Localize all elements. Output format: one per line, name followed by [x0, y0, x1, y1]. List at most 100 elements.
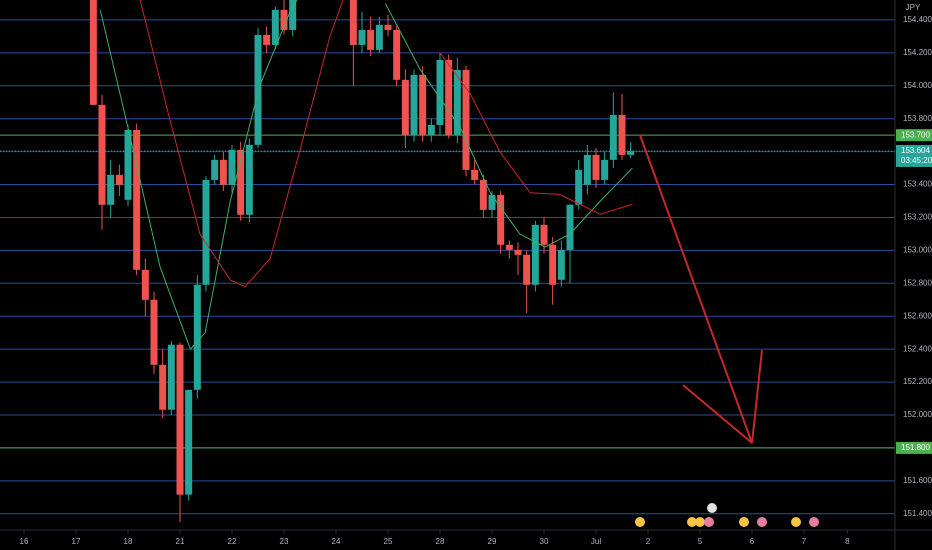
- candle-body: [159, 364, 167, 410]
- candle-body: [531, 224, 539, 285]
- candle-body: [618, 114, 626, 155]
- last-price-label: 153.604: [901, 146, 930, 155]
- candle-body: [107, 174, 115, 205]
- moving-average-line: [139, 0, 633, 288]
- candle-body: [627, 150, 635, 155]
- x-tick-label: 25: [384, 537, 393, 546]
- plot-area: [0, 0, 895, 522]
- candle-body: [228, 149, 236, 185]
- y-tick-label: 152.400: [903, 344, 932, 353]
- y-tick-label: 154.200: [903, 48, 932, 57]
- candle-body: [557, 249, 565, 280]
- x-tick-label: Jul: [591, 537, 601, 546]
- x-tick-label: 6: [750, 537, 755, 546]
- candle-body: [609, 114, 617, 160]
- candle-body: [245, 144, 253, 215]
- level-tag: [896, 441, 932, 454]
- candle-body: [150, 299, 158, 365]
- y-tick-label: 153.200: [903, 213, 932, 222]
- candle-body: [141, 269, 149, 300]
- candle-body: [549, 244, 557, 285]
- candle-body: [263, 34, 271, 45]
- candle-body: [419, 74, 427, 135]
- y-tick-label: 152.800: [903, 278, 932, 287]
- candle-body: [237, 149, 245, 215]
- candle-body: [514, 249, 522, 255]
- candle-body: [410, 74, 418, 135]
- x-tick-label: 22: [228, 537, 237, 546]
- y-tick-label: 152.000: [903, 410, 932, 419]
- candle-body: [566, 204, 574, 250]
- y-tick-label: 153.000: [903, 245, 932, 254]
- arrow-annotation: [639, 134, 763, 444]
- candle-body: [497, 194, 505, 245]
- candle-body: [505, 244, 513, 250]
- countdown-label: 03:45:20: [901, 156, 932, 165]
- x-tick-label: 23: [280, 537, 289, 546]
- x-tick-label: 5: [698, 537, 703, 546]
- x-tick-label: 21: [176, 537, 185, 546]
- candle-body: [358, 29, 366, 45]
- candle-body: [471, 169, 479, 180]
- y-tick-label: 153.800: [903, 114, 932, 123]
- x-tick-label: 16: [20, 537, 29, 546]
- x-tick-label: 18: [124, 537, 133, 546]
- candle-body: [393, 29, 401, 80]
- candle-body: [219, 159, 227, 185]
- x-tick-label: 17: [72, 537, 81, 546]
- x-tick-label: 30: [540, 537, 549, 546]
- last-price-tag: [896, 144, 932, 167]
- candle-body: [601, 159, 609, 180]
- candle-body: [124, 129, 132, 200]
- candle-body: [202, 179, 210, 285]
- axes: 151.400 151.600 151.800 152.000 152.200 152.4…: [20, 15, 932, 546]
- candle-body: [167, 344, 175, 410]
- event-icons: [635, 503, 819, 527]
- moving-average-line: [99, 0, 633, 351]
- level-label: 153.700: [901, 130, 930, 139]
- candle-body: [575, 169, 583, 205]
- candle-body: [367, 29, 375, 50]
- x-tick-label: 8: [845, 537, 850, 546]
- candle-body: [98, 104, 106, 205]
- candle-body: [436, 59, 444, 125]
- candle-body: [185, 389, 193, 495]
- y-tick-label: 151.600: [903, 476, 932, 485]
- candle-body: [488, 194, 496, 210]
- candle-body: [384, 24, 392, 30]
- candle-body: [176, 344, 184, 495]
- y-tick-label: 154.400: [903, 15, 932, 24]
- x-tick-label: 29: [488, 537, 497, 546]
- candle-body: [427, 124, 435, 135]
- candle-body: [583, 154, 591, 185]
- candle-body: [375, 24, 383, 50]
- candle-body: [115, 174, 123, 185]
- candle-body: [445, 59, 453, 135]
- candle-body: [462, 69, 470, 170]
- currency-label: JPY: [906, 3, 921, 12]
- candle-body: [271, 9, 279, 45]
- candle-body: [592, 154, 600, 180]
- level-tag: [896, 129, 932, 142]
- candle-body: [401, 79, 409, 135]
- candle-body: [523, 254, 531, 285]
- candle-body: [89, 0, 97, 105]
- y-tick-label: 152.600: [903, 311, 932, 320]
- candle-body: [254, 34, 262, 145]
- candle-body: [479, 179, 487, 210]
- level-label: 151.800: [901, 443, 930, 452]
- y-tick-label: 151.400: [903, 509, 932, 518]
- x-tick-label: 28: [436, 537, 445, 546]
- x-tick-label: 7: [802, 537, 807, 546]
- y-tick-label: 154.000: [903, 81, 932, 90]
- x-tick-label: 2: [646, 537, 651, 546]
- candle-body: [133, 129, 141, 270]
- candle-body: [211, 159, 219, 180]
- candle-body: [453, 69, 461, 135]
- candle-body: [540, 224, 548, 245]
- candle-body: [349, 0, 357, 45]
- y-tick-label: 152.200: [903, 377, 932, 386]
- x-tick-label: 24: [332, 537, 341, 546]
- candle-body: [280, 9, 288, 30]
